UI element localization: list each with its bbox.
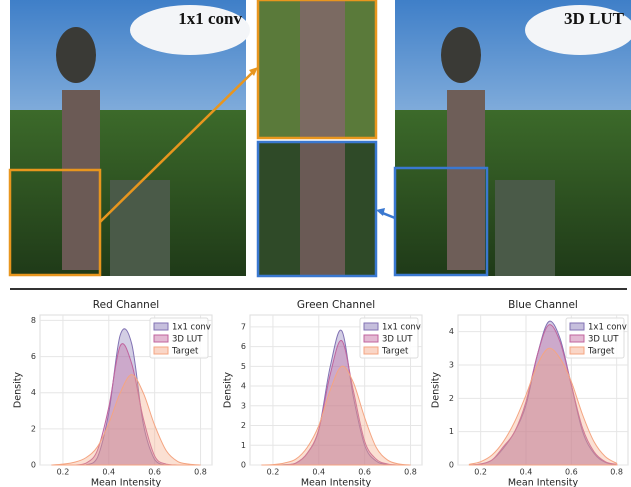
y-tick-label: 1 [449, 427, 454, 436]
density-area [261, 365, 411, 466]
chart-title: Blue Channel [508, 299, 578, 311]
method-label: 3D LUT [564, 9, 625, 28]
y-tick-label: 4 [449, 327, 454, 336]
legend-label: 1x1 conv [172, 323, 211, 333]
legend-box [149, 317, 209, 359]
method-label: 1x1 conv [178, 9, 242, 28]
y-tick-label: 4 [241, 382, 246, 391]
legend-label: 3D LUT [172, 335, 203, 345]
legend-swatch [153, 346, 169, 355]
density-area [469, 324, 618, 466]
y-tick-label: 2 [241, 421, 246, 430]
legend-swatch [363, 322, 379, 331]
x-tick-label: 0.4 [520, 468, 533, 477]
y-tick-label: 7 [241, 322, 246, 331]
y-tick-label: 0 [449, 461, 454, 470]
x-axis-label: Mean Intensity [508, 478, 579, 487]
x-tick-label: 0.4 [102, 468, 115, 477]
y-tick-label: 8 [31, 316, 36, 325]
x-axis-label: Mean Intensity [301, 478, 372, 487]
y-axis-label: Density [13, 372, 24, 408]
legend-swatch [153, 322, 169, 331]
legend-box [359, 317, 419, 359]
density-area [468, 347, 618, 466]
legend-swatch [569, 322, 585, 331]
legend-label: 3D LUT [588, 335, 619, 345]
x-tick-label: 0.6 [148, 468, 161, 477]
x-tick-label: 0.6 [565, 468, 578, 477]
y-tick-label: 6 [31, 352, 36, 361]
legend-swatch [363, 334, 379, 343]
legend-label: 1x1 conv [588, 323, 627, 333]
y-tick-label: 2 [449, 394, 454, 403]
y-tick-label: 4 [31, 388, 36, 397]
density-area [51, 374, 201, 466]
x-tick-label: 0.8 [194, 468, 207, 477]
zoom-crops [99, 0, 396, 278]
legend-label: Target [587, 347, 615, 357]
y-axis-label: Density [431, 372, 442, 408]
x-tick-label: 0.8 [404, 468, 417, 477]
legend-label: Target [171, 347, 199, 357]
legend-label: 3D LUT [382, 335, 413, 345]
legend-label: Target [381, 347, 409, 357]
y-tick-label: 3 [241, 401, 246, 410]
legend-swatch [363, 346, 379, 355]
chart-title: Red Channel [93, 299, 159, 311]
y-tick-label: 6 [241, 342, 246, 351]
x-tick-label: 0.2 [474, 468, 487, 477]
x-tick-label: 0.4 [312, 468, 325, 477]
y-tick-label: 3 [449, 361, 454, 370]
y-tick-label: 0 [241, 461, 246, 470]
legend-swatch [569, 334, 585, 343]
x-tick-label: 0.2 [57, 468, 70, 477]
y-tick-label: 0 [31, 461, 36, 470]
legend-swatch [569, 346, 585, 355]
x-tick-label: 0.8 [610, 468, 623, 477]
y-tick-label: 1 [241, 441, 246, 450]
x-tick-label: 0.2 [267, 468, 280, 477]
legend-swatch [153, 334, 169, 343]
chart-title: Green Channel [297, 299, 375, 311]
y-tick-label: 2 [31, 424, 36, 433]
legend-box [565, 317, 625, 359]
x-axis-label: Mean Intensity [91, 478, 162, 487]
y-tick-label: 5 [241, 362, 246, 371]
photo-left [8, 0, 250, 277]
legend-label: 1x1 conv [382, 323, 421, 333]
y-axis-label: Density [223, 372, 234, 408]
x-tick-label: 0.6 [358, 468, 371, 477]
photo-right [393, 0, 631, 277]
